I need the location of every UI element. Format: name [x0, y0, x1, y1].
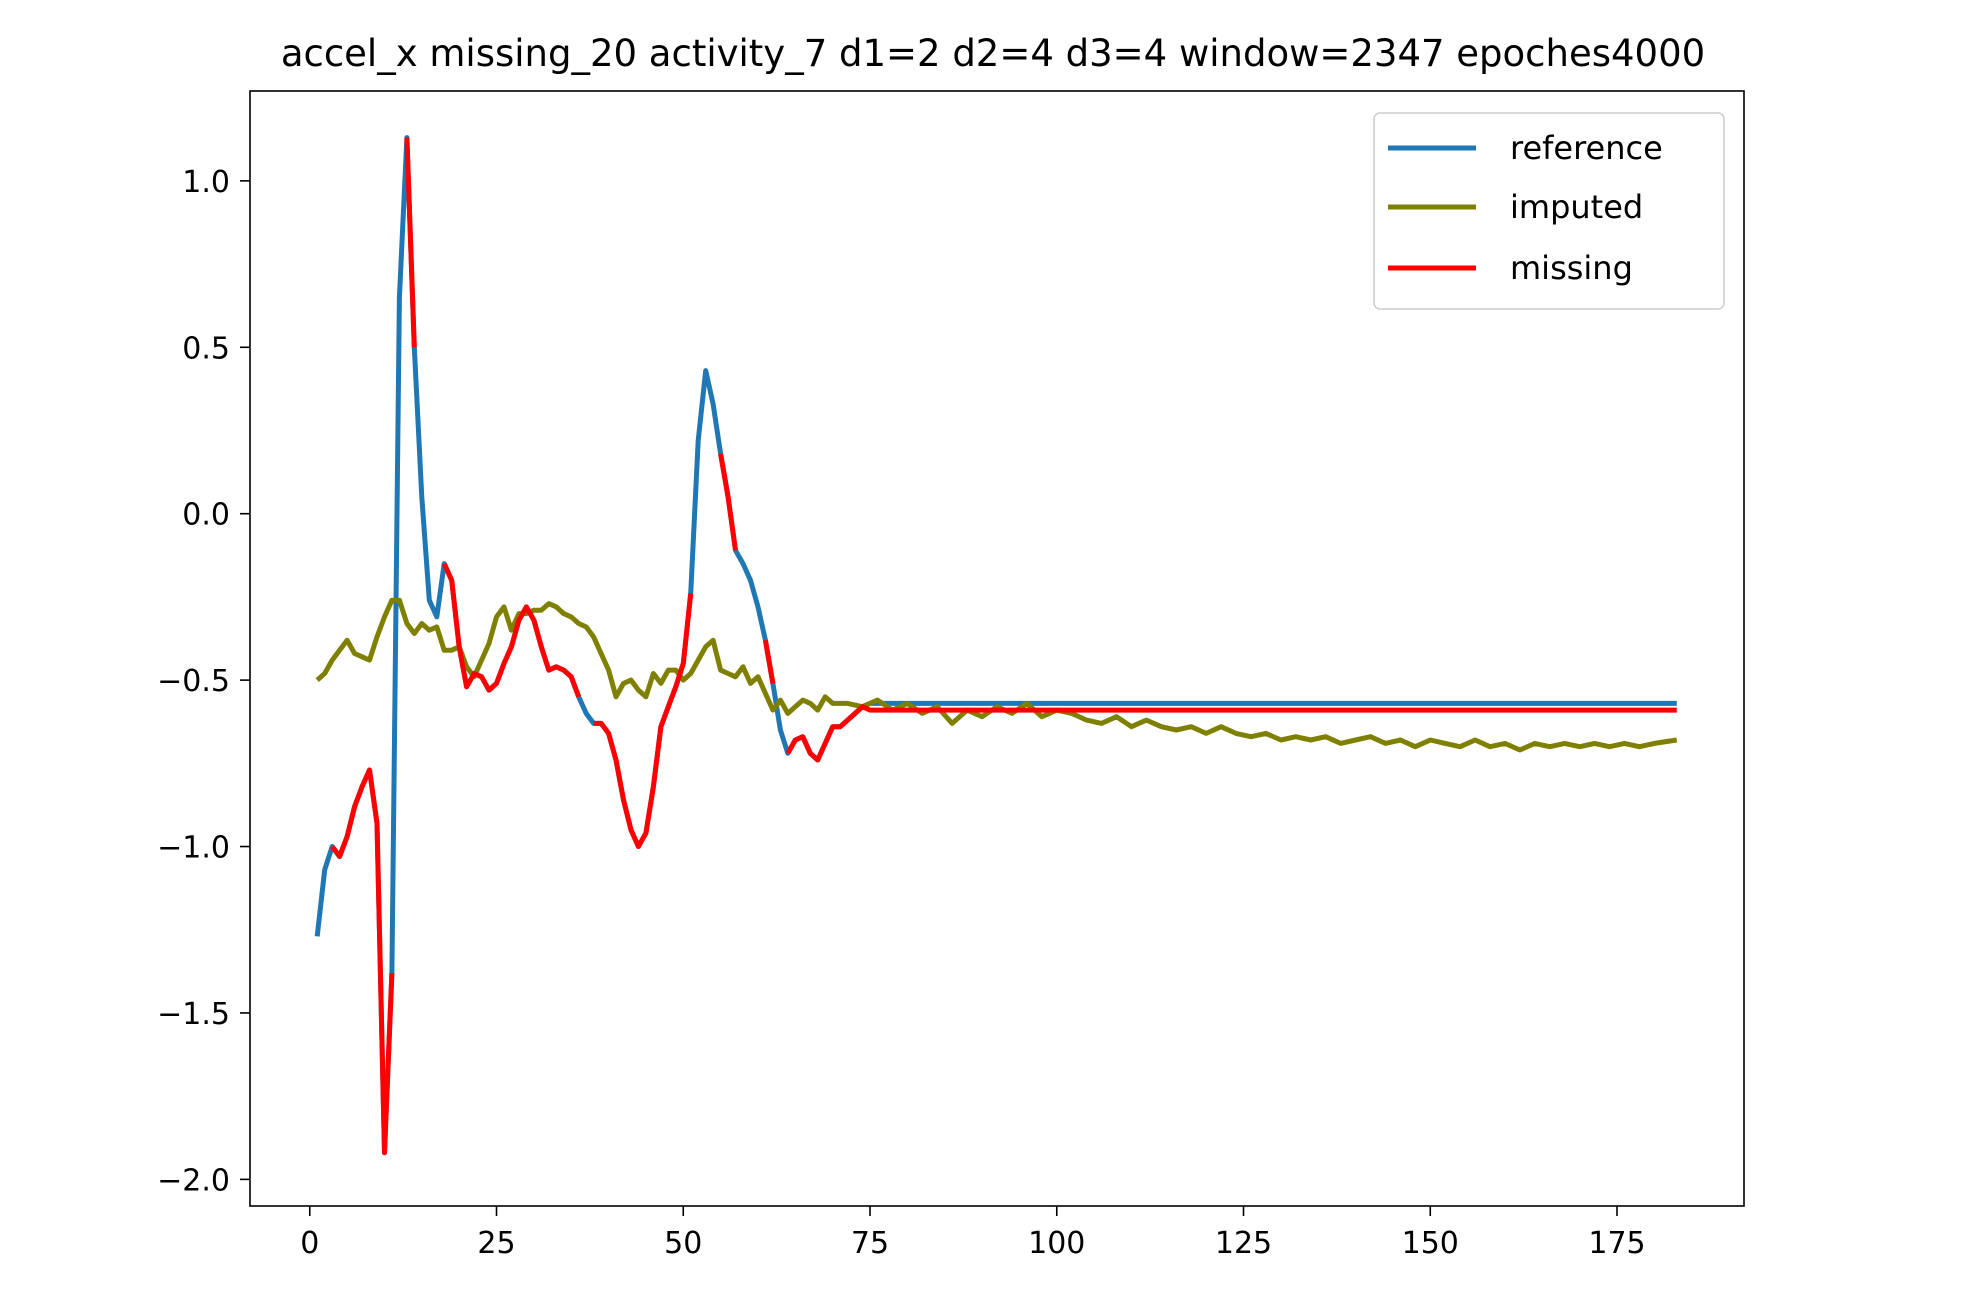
series-line-missing-segment-2 — [404, 137, 417, 348]
x-axis: 0 25 50 75 100 125 150 175 — [300, 1206, 1646, 1261]
series-line-missing-segment-6 — [762, 639, 776, 684]
series-line-missing-segment-4 — [593, 593, 694, 849]
series-layer — [314, 135, 1678, 1156]
x-tick-label: 100 — [1028, 1226, 1085, 1261]
chart-title: accel_x missing_20 activity_7 d1=2 d2=4 … — [281, 32, 1705, 75]
legend-label-missing: missing — [1510, 249, 1633, 287]
series-line-missing-segment-1 — [330, 767, 395, 1156]
x-tick-label: 25 — [477, 1226, 515, 1261]
y-tick-label: −1.0 — [157, 831, 230, 866]
x-tick-label: 0 — [300, 1226, 319, 1261]
y-tick-label: −1.5 — [157, 997, 230, 1032]
series-line-missing-segment-3 — [441, 562, 582, 698]
x-tick-label: 175 — [1588, 1226, 1645, 1261]
x-tick-label: 150 — [1402, 1226, 1459, 1261]
y-tick-label: −2.0 — [157, 1163, 230, 1198]
legend-box — [1373, 112, 1725, 310]
x-tick-label: 125 — [1215, 1226, 1272, 1261]
series-line-missing-segment-5 — [718, 453, 738, 551]
x-tick-label: 50 — [664, 1226, 702, 1261]
legend: reference imputed missing — [1373, 112, 1725, 310]
y-tick-label: 1.0 — [182, 165, 230, 200]
y-axis: 1.0 0.5 0.0 −0.5 −1.0 −1.5 −2.0 — [157, 165, 250, 1198]
legend-label-reference: reference — [1510, 129, 1663, 167]
series-line-missing-segment-7 — [785, 704, 1677, 763]
y-tick-label: 0.0 — [182, 498, 230, 533]
plot-frame — [249, 90, 1745, 1207]
y-tick-label: 0.5 — [182, 331, 230, 366]
x-tick-label: 75 — [851, 1226, 889, 1261]
legend-label-imputed: imputed — [1510, 188, 1643, 226]
y-tick-label: −0.5 — [157, 664, 230, 699]
